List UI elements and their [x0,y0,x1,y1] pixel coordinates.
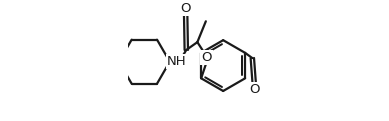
Text: O: O [180,2,191,15]
Text: NH: NH [167,55,187,68]
Text: O: O [201,51,212,64]
Text: O: O [249,83,259,96]
